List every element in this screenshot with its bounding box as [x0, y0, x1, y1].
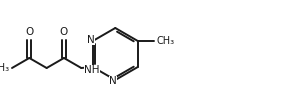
Text: CH₃: CH₃ — [0, 63, 10, 73]
Text: CH₃: CH₃ — [157, 36, 175, 46]
Text: N: N — [87, 35, 95, 45]
Text: NH: NH — [84, 65, 100, 75]
Text: N: N — [109, 76, 117, 86]
Text: O: O — [25, 27, 34, 37]
Text: O: O — [60, 27, 68, 37]
